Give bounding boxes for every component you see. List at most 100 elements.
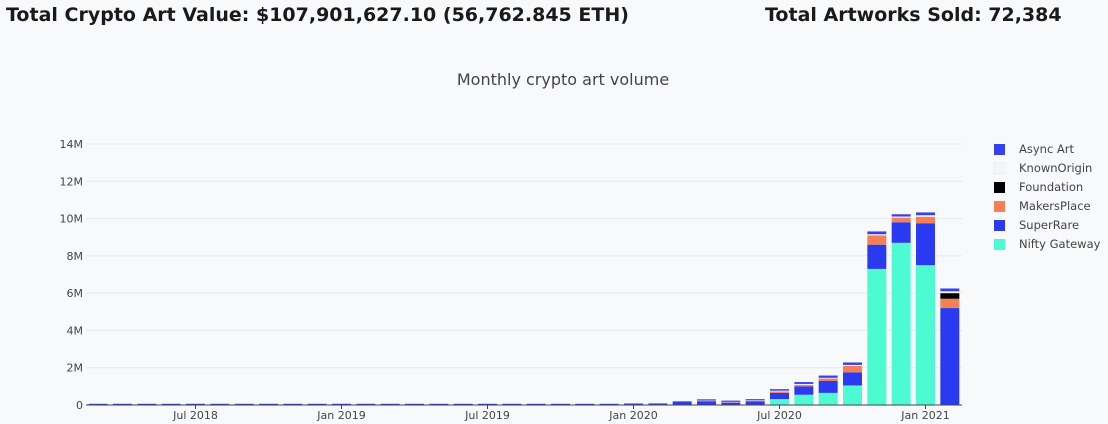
bar-segment-superrare[interactable] [478, 403, 497, 405]
bar-segment-superrare[interactable] [940, 308, 960, 405]
bar-segment-async-art[interactable] [745, 399, 765, 401]
bar-segment-async-art[interactable] [940, 288, 960, 292]
legend-item-makersplace[interactable]: MakersPlace [994, 199, 1091, 213]
y-tick-label: 12M [60, 175, 84, 188]
bar-segment-superrare[interactable] [624, 403, 643, 405]
bar-segment-superrare[interactable] [380, 403, 400, 405]
bar-segment-knownorigin[interactable] [843, 364, 862, 366]
bar-segment-knownorigin[interactable] [916, 215, 935, 217]
legend-swatch [994, 220, 1005, 231]
bar-segment-superrare[interactable] [137, 403, 157, 405]
bar-segment-superrare[interactable] [745, 401, 765, 405]
bar-segment-superrare[interactable] [453, 403, 473, 405]
legend-item-async-art[interactable]: Async Art [994, 142, 1075, 156]
y-tick-label: 14M [60, 138, 84, 151]
legend-item-superrare[interactable]: SuperRare [994, 218, 1079, 232]
bar-segment-makersplace[interactable] [818, 378, 838, 381]
legend[interactable]: Async Art KnownOrigin Foundation MakersPlac… [993, 142, 1101, 251]
legend-item-knownorigin[interactable]: KnownOrigin [993, 161, 1092, 175]
bar-segment-makersplace[interactable] [770, 391, 789, 393]
legend-swatch [994, 239, 1005, 250]
bar-segment-knownorigin[interactable] [818, 377, 838, 379]
bar-segment-knownorigin[interactable] [648, 402, 668, 404]
bar-segment-knownorigin[interactable] [867, 234, 887, 236]
bar-segment-superrare[interactable] [843, 372, 862, 386]
bar-segment-nifty-gateway[interactable] [794, 394, 814, 405]
bar-segment-superrare[interactable] [916, 223, 935, 266]
total-sold-stat: Total Artworks Sold: 72,384 [765, 4, 1062, 26]
bar-segment-superrare[interactable] [429, 403, 449, 405]
bar-segment-superrare[interactable] [405, 403, 424, 405]
legend-item-foundation[interactable]: Foundation [994, 180, 1083, 194]
bar-segment-superrare[interactable] [234, 403, 254, 405]
legend-label: KnownOrigin [1019, 161, 1092, 175]
bar-segment-async-art[interactable] [721, 400, 741, 402]
legend-label: Foundation [1019, 180, 1083, 194]
bar-segment-superrare[interactable] [867, 244, 887, 269]
y-tick-label: 10M [60, 213, 84, 226]
legend-swatch [994, 201, 1005, 212]
bar-segment-superrare[interactable] [332, 403, 351, 405]
legend-swatch [994, 144, 1005, 155]
bar-segment-superrare[interactable] [259, 403, 278, 405]
bar-segment-knownorigin[interactable] [770, 390, 789, 392]
bar-segment-makersplace[interactable] [843, 365, 862, 373]
bar-segment-nifty-gateway[interactable] [916, 265, 935, 405]
bar-segment-superrare[interactable] [502, 403, 522, 405]
bar-segment-async-art[interactable] [867, 231, 887, 235]
bar-segment-superrare[interactable] [599, 403, 619, 405]
bar-segment-superrare[interactable] [672, 401, 692, 405]
x-tick-label: Jul 2018 [172, 409, 218, 422]
chart-title: Monthly crypto art volume [457, 70, 669, 89]
bar-segment-nifty-gateway[interactable] [770, 399, 789, 405]
bar-segment-async-art[interactable] [697, 399, 716, 401]
bar-segment-superrare[interactable] [575, 403, 595, 405]
bar-segment-superrare[interactable] [113, 403, 132, 405]
x-tick-label: Jan 2020 [608, 409, 657, 422]
bar-segment-superrare[interactable] [210, 403, 230, 405]
bar-segment-superrare[interactable] [770, 392, 789, 400]
bar-segment-superrare[interactable] [186, 403, 205, 405]
bar-segment-superrare[interactable] [283, 403, 303, 405]
y-tick-label: 6M [67, 287, 84, 300]
bar-segment-nifty-gateway[interactable] [818, 392, 838, 405]
bar-segment-superrare[interactable] [356, 403, 376, 405]
bar-segment-foundation[interactable] [940, 293, 960, 299]
bar-segment-makersplace[interactable] [940, 298, 960, 309]
bar-segment-superrare[interactable] [88, 403, 108, 405]
legend-label: SuperRare [1019, 218, 1079, 232]
legend-item-nifty-gateway[interactable]: Nifty Gateway [994, 237, 1101, 251]
legend-label: Async Art [1019, 142, 1075, 156]
bar-segment-superrare[interactable] [551, 403, 570, 405]
y-tick-label: 2M [67, 362, 84, 375]
bar-segment-async-art[interactable] [794, 382, 814, 384]
bar-segment-async-art[interactable] [818, 375, 838, 378]
bar-segment-makersplace[interactable] [891, 217, 911, 223]
bar-segment-superrare[interactable] [891, 222, 911, 243]
bar-segment-superrare[interactable] [526, 403, 546, 405]
bar-segment-knownorigin[interactable] [794, 383, 814, 385]
bar-segment-nifty-gateway[interactable] [867, 268, 887, 405]
bar-segment-superrare[interactable] [721, 402, 741, 405]
bar-segment-superrare[interactable] [697, 401, 716, 405]
bar-segment-knownorigin[interactable] [940, 291, 960, 294]
legend-swatch [993, 162, 1006, 175]
bar-segment-makersplace[interactable] [867, 235, 887, 245]
x-tick-label: Jan 2019 [316, 409, 365, 422]
bar-segment-knownorigin[interactable] [891, 216, 911, 218]
bar-segment-nifty-gateway[interactable] [891, 242, 911, 405]
bar-segment-async-art[interactable] [916, 212, 935, 216]
bar-segment-async-art[interactable] [891, 214, 911, 217]
bar-segment-superrare[interactable] [307, 403, 327, 405]
bar-segment-superrare[interactable] [161, 403, 181, 405]
bar-segment-superrare[interactable] [794, 386, 814, 395]
bar-segment-async-art[interactable] [843, 362, 862, 365]
bar-segment-superrare[interactable] [648, 403, 668, 405]
x-tick-label: Jan 2021 [900, 409, 949, 422]
bar-segment-nifty-gateway[interactable] [843, 385, 862, 405]
bar-segment-makersplace[interactable] [916, 216, 935, 224]
bar-segment-superrare[interactable] [818, 380, 838, 393]
bar-segment-makersplace[interactable] [794, 384, 814, 387]
bar-segment-knownorigin[interactable] [672, 400, 692, 402]
bar-segment-async-art[interactable] [770, 389, 789, 391]
